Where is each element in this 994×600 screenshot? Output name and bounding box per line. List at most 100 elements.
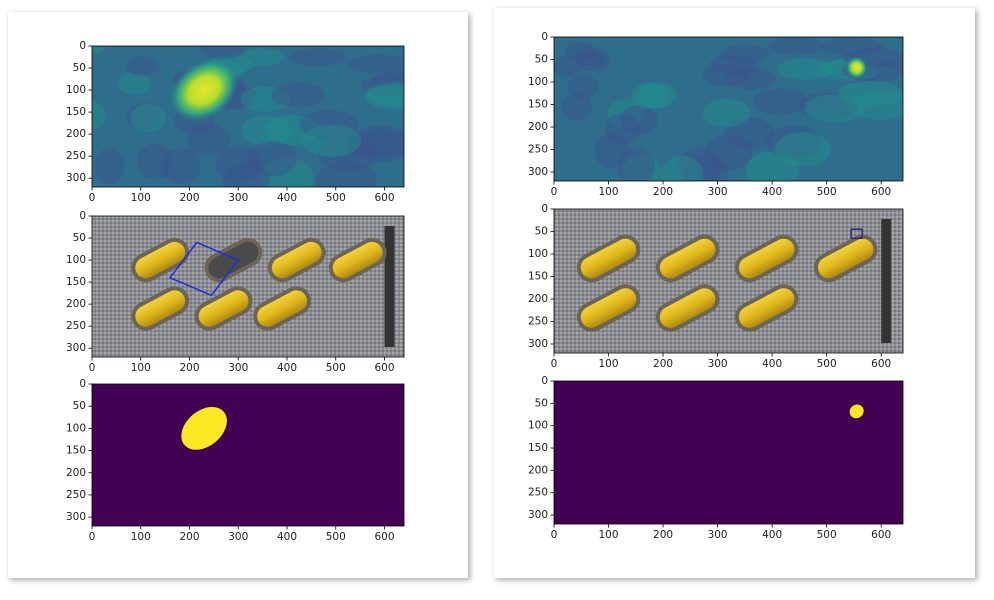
mask-image [554,381,903,524]
mask-bg [92,384,404,526]
heatmap-texture [677,147,723,181]
y-tick-label: 0 [541,375,548,387]
heatmap-texture [215,146,263,184]
heatmap-texture [270,82,326,108]
y-tick-label: 250 [528,487,548,499]
heatmap-texture [300,109,359,140]
y-tick-label: 100 [528,76,548,88]
heatmap-texture [346,54,404,74]
heatmap-texture [200,46,246,59]
heatmap-image [92,46,404,187]
y-tick-label: 250 [66,320,86,332]
heatmap-texture [724,117,775,150]
x-tick-label: 300 [228,362,248,374]
y-tick-label: 150 [528,442,548,454]
plot-frame [91,215,405,358]
x-tick-label: 600 [871,529,891,541]
y-tick-label: 250 [528,316,548,328]
heatmap-bg [554,37,903,181]
heatmap-texture [702,98,751,128]
pill [738,288,795,328]
heatmap-image [554,37,903,181]
plot-frame [553,36,904,182]
heatmap-texture [316,160,377,187]
x-tick-label: 0 [551,529,558,541]
heatmap-texture [241,115,292,146]
x-tick-label: 300 [708,186,728,198]
y-tick-label: 250 [66,150,86,162]
x-tick-label: 200 [653,529,673,541]
x-tick-label: 600 [374,531,394,543]
y-tick-label: 200 [66,128,86,140]
heatmap-texture [260,157,314,187]
y-tick-label: 50 [535,397,548,409]
heatmap-texture [709,54,759,75]
heatmap-texture [125,56,160,76]
heatmap-texture [798,92,858,120]
plot-frame [553,208,904,354]
x-tick-label: 0 [89,192,96,204]
x-tick-label: 200 [653,186,673,198]
y-tick-label: 100 [66,254,86,266]
x-tick-label: 400 [762,529,782,541]
y-tick-label: 50 [73,232,86,244]
y-tick-label: 50 [535,54,548,66]
x-tick-label: 100 [599,529,619,541]
pill [659,238,716,279]
pill [738,238,795,279]
heatmap-texture [92,101,107,130]
heatmap-texture [702,64,751,87]
pill [135,241,186,279]
heatmap-texture [607,98,645,128]
x-tick-label: 300 [228,531,248,543]
y-tick-label: 300 [66,511,86,523]
heatmap-texture [347,129,404,162]
heatmap-texture [317,136,379,171]
heatmap-texture [768,37,825,56]
mask-blob [849,404,864,419]
x-tick-label: 100 [131,531,151,543]
y-tick-label: 100 [66,422,86,434]
heatmap-texture [365,81,404,107]
heatmap-texture [289,48,347,67]
plot-frame [91,383,405,527]
x-tick-label: 500 [326,362,346,374]
photo-image [554,209,903,353]
y-tick-label: 150 [66,106,86,118]
pill [208,241,259,279]
mask-bg [554,381,903,524]
x-tick-label: 200 [179,192,199,204]
heatmap-texture [126,102,161,131]
heatmap-texture [838,80,903,107]
heatmap-texture [564,42,596,61]
detection-box [168,241,240,297]
heatmap-texture [604,113,641,145]
y-tick-label: 250 [528,144,548,156]
heatmap-texture [136,143,173,180]
pill [198,290,249,327]
x-tick-label: 100 [599,358,619,370]
heatmap-texture [187,123,231,156]
pill [271,241,322,279]
heatmap-texture [720,44,771,64]
x-tick-label: 200 [179,362,199,374]
x-tick-label: 0 [551,358,558,370]
y-tick-label: 0 [541,203,548,215]
plot-frame [91,45,405,188]
heatmap-texture [364,84,404,110]
heatmap-texture [804,94,865,123]
x-tick-label: 500 [326,192,346,204]
heatmap-texture [574,46,608,66]
y-tick-label: 100 [528,248,548,260]
photo-bg [92,216,404,357]
heatmap-texture [777,58,834,80]
heatmap-texture [94,147,125,185]
y-tick-label: 200 [528,293,548,305]
y-tick-label: 0 [79,378,86,390]
x-tick-label: 0 [551,186,558,198]
y-tick-label: 100 [66,84,86,96]
x-tick-label: 200 [653,358,673,370]
heatmap-texture [660,155,704,181]
